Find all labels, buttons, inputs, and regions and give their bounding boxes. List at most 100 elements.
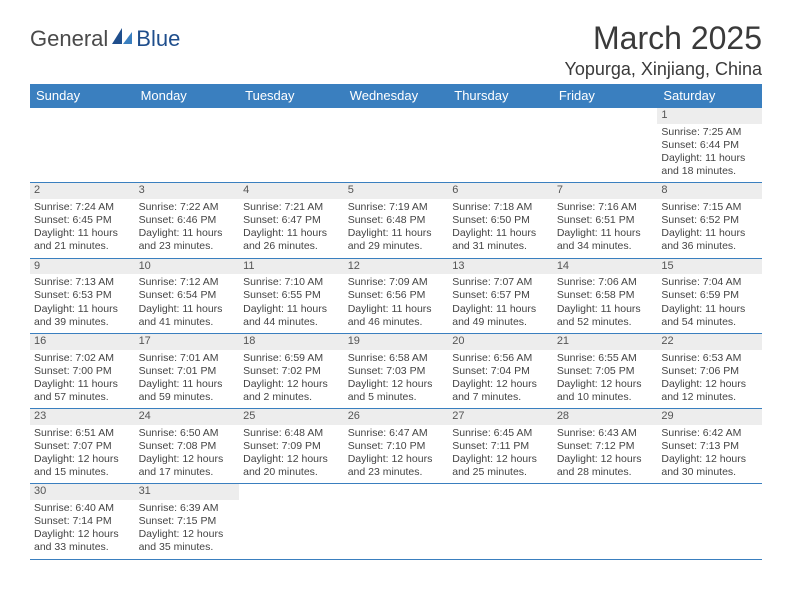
calendar-cell: 1Sunrise: 7:25 AMSunset: 6:44 PMDaylight…	[657, 108, 762, 183]
cell-text: and 28 minutes.	[557, 466, 654, 479]
cell-text: Daylight: 11 hours	[34, 227, 131, 240]
cell-text: Sunrise: 6:55 AM	[557, 352, 654, 365]
cell-text: Daylight: 12 hours	[348, 378, 445, 391]
calendar-cell: 4Sunrise: 7:21 AMSunset: 6:47 PMDaylight…	[239, 183, 344, 258]
cell-text: Sunset: 6:58 PM	[557, 289, 654, 302]
cell-text: Sunset: 6:59 PM	[661, 289, 758, 302]
cell-text: Sunrise: 7:16 AM	[557, 201, 654, 214]
cell-text: Sunrise: 7:15 AM	[661, 201, 758, 214]
calendar-cell: 20Sunrise: 6:56 AMSunset: 7:04 PMDayligh…	[448, 333, 553, 408]
cell-text: Daylight: 11 hours	[557, 227, 654, 240]
cell-text: Daylight: 12 hours	[139, 453, 236, 466]
cell-text: Daylight: 11 hours	[661, 152, 758, 165]
cell-text: Daylight: 12 hours	[243, 378, 340, 391]
day-header: Wednesday	[344, 84, 449, 108]
cell-text: Sunset: 6:50 PM	[452, 214, 549, 227]
cell-text: and 21 minutes.	[34, 240, 131, 253]
calendar-cell	[344, 484, 449, 559]
cell-text: Sunrise: 6:47 AM	[348, 427, 445, 440]
cell-text: Daylight: 12 hours	[452, 453, 549, 466]
day-number: 10	[135, 259, 240, 275]
day-number: 20	[448, 334, 553, 350]
day-number: 29	[657, 409, 762, 425]
cell-text: Sunrise: 7:07 AM	[452, 276, 549, 289]
cell-text: Sunset: 6:44 PM	[661, 139, 758, 152]
cell-text: Sunrise: 7:19 AM	[348, 201, 445, 214]
table-row: 16Sunrise: 7:02 AMSunset: 7:00 PMDayligh…	[30, 333, 762, 408]
calendar-cell	[657, 484, 762, 559]
cell-text: and 23 minutes.	[139, 240, 236, 253]
cell-text: and 15 minutes.	[34, 466, 131, 479]
cell-text: Daylight: 12 hours	[348, 453, 445, 466]
cell-text: and 29 minutes.	[348, 240, 445, 253]
day-number: 28	[553, 409, 658, 425]
cell-text: Daylight: 11 hours	[243, 303, 340, 316]
cell-text: Sunrise: 7:09 AM	[348, 276, 445, 289]
calendar-cell: 16Sunrise: 7:02 AMSunset: 7:00 PMDayligh…	[30, 333, 135, 408]
cell-text: and 52 minutes.	[557, 316, 654, 329]
day-number: 6	[448, 183, 553, 199]
cell-text: Sunrise: 7:06 AM	[557, 276, 654, 289]
day-number: 5	[344, 183, 449, 199]
cell-text: Daylight: 12 hours	[452, 378, 549, 391]
cell-text: and 18 minutes.	[661, 165, 758, 178]
cell-text: Sunrise: 7:13 AM	[34, 276, 131, 289]
cell-text: Daylight: 11 hours	[243, 227, 340, 240]
cell-text: and 10 minutes.	[557, 391, 654, 404]
calendar-cell	[553, 484, 658, 559]
cell-text: Sunrise: 6:40 AM	[34, 502, 131, 515]
cell-text: Sunset: 6:46 PM	[139, 214, 236, 227]
calendar-cell: 21Sunrise: 6:55 AMSunset: 7:05 PMDayligh…	[553, 333, 658, 408]
calendar-cell: 13Sunrise: 7:07 AMSunset: 6:57 PMDayligh…	[448, 258, 553, 333]
day-number: 25	[239, 409, 344, 425]
cell-text: and 49 minutes.	[452, 316, 549, 329]
cell-text: Sunset: 6:45 PM	[34, 214, 131, 227]
logo-text-b: Blue	[136, 26, 180, 52]
calendar-cell: 15Sunrise: 7:04 AMSunset: 6:59 PMDayligh…	[657, 258, 762, 333]
header: General Blue March 2025 Yopurga, Xinjian…	[30, 20, 762, 80]
cell-text: Sunset: 7:15 PM	[139, 515, 236, 528]
cell-text: Sunset: 6:57 PM	[452, 289, 549, 302]
day-header: Tuesday	[239, 84, 344, 108]
day-number: 8	[657, 183, 762, 199]
calendar-cell: 12Sunrise: 7:09 AMSunset: 6:56 PMDayligh…	[344, 258, 449, 333]
table-row: 23Sunrise: 6:51 AMSunset: 7:07 PMDayligh…	[30, 409, 762, 484]
calendar-header: SundayMondayTuesdayWednesdayThursdayFrid…	[30, 84, 762, 108]
cell-text: Sunset: 7:07 PM	[34, 440, 131, 453]
cell-text: and 23 minutes.	[348, 466, 445, 479]
calendar-cell: 6Sunrise: 7:18 AMSunset: 6:50 PMDaylight…	[448, 183, 553, 258]
cell-text: Daylight: 11 hours	[139, 227, 236, 240]
cell-text: and 41 minutes.	[139, 316, 236, 329]
cell-text: Daylight: 12 hours	[139, 528, 236, 541]
cell-text: Sunset: 7:12 PM	[557, 440, 654, 453]
cell-text: Sunrise: 7:01 AM	[139, 352, 236, 365]
cell-text: Sunrise: 7:24 AM	[34, 201, 131, 214]
cell-text: Sunset: 7:03 PM	[348, 365, 445, 378]
calendar-cell	[239, 484, 344, 559]
cell-text: Sunset: 7:09 PM	[243, 440, 340, 453]
calendar-cell: 19Sunrise: 6:58 AMSunset: 7:03 PMDayligh…	[344, 333, 449, 408]
calendar-cell: 23Sunrise: 6:51 AMSunset: 7:07 PMDayligh…	[30, 409, 135, 484]
day-number: 24	[135, 409, 240, 425]
calendar-cell: 18Sunrise: 6:59 AMSunset: 7:02 PMDayligh…	[239, 333, 344, 408]
cell-text: Daylight: 11 hours	[661, 227, 758, 240]
cell-text: Sunset: 6:56 PM	[348, 289, 445, 302]
cell-text: Daylight: 11 hours	[34, 303, 131, 316]
day-number: 14	[553, 259, 658, 275]
cell-text: Sunrise: 7:21 AM	[243, 201, 340, 214]
day-number: 1	[657, 108, 762, 124]
table-row: 30Sunrise: 6:40 AMSunset: 7:14 PMDayligh…	[30, 484, 762, 559]
table-row: 2Sunrise: 7:24 AMSunset: 6:45 PMDaylight…	[30, 183, 762, 258]
day-number: 30	[30, 484, 135, 500]
day-number: 23	[30, 409, 135, 425]
cell-text: Sunrise: 7:18 AM	[452, 201, 549, 214]
day-header: Sunday	[30, 84, 135, 108]
cell-text: and 30 minutes.	[661, 466, 758, 479]
logo: General Blue	[30, 26, 180, 52]
location: Yopurga, Xinjiang, China	[565, 59, 762, 80]
cell-text: and 36 minutes.	[661, 240, 758, 253]
cell-text: and 17 minutes.	[139, 466, 236, 479]
day-number: 12	[344, 259, 449, 275]
calendar-cell: 14Sunrise: 7:06 AMSunset: 6:58 PMDayligh…	[553, 258, 658, 333]
cell-text: Daylight: 12 hours	[243, 453, 340, 466]
